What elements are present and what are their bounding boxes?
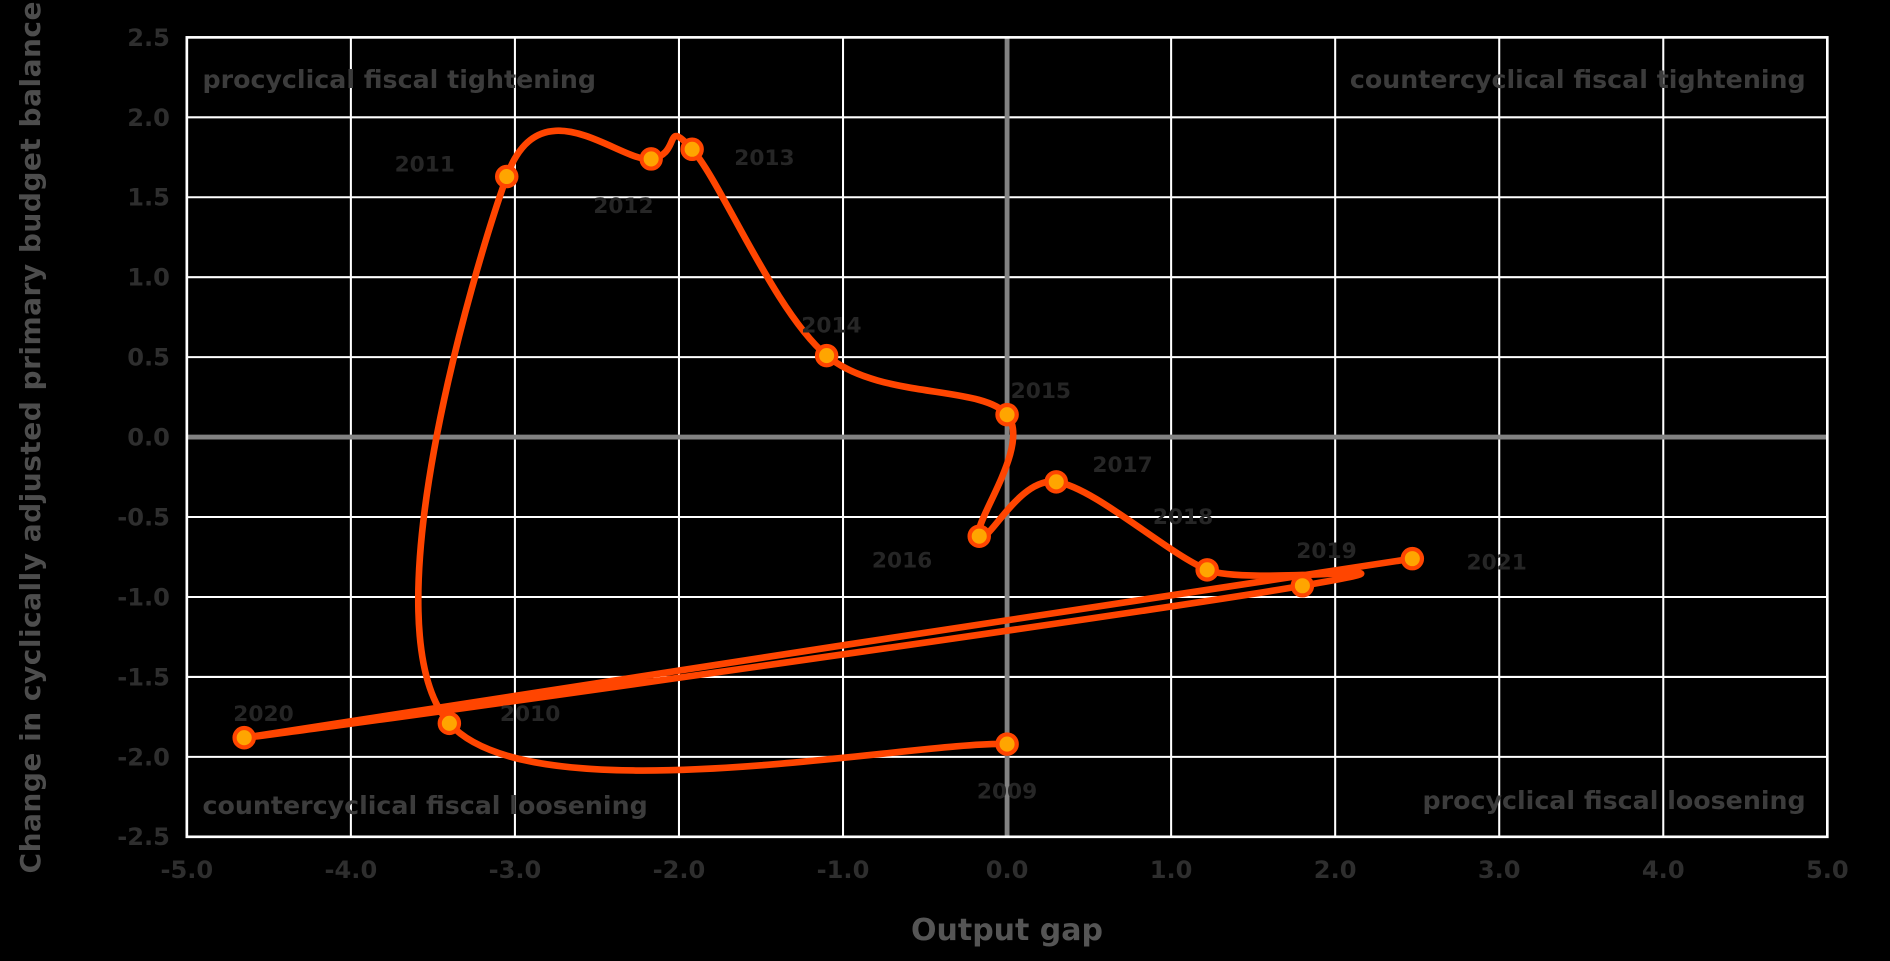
data-point-2016 bbox=[967, 524, 991, 548]
y-tick-label: 0.5 bbox=[127, 344, 170, 372]
data-point-2020 bbox=[232, 725, 256, 750]
x-tick-label: -2.0 bbox=[653, 856, 706, 884]
quadrant-label-top-right: countercyclical fiscal tightening bbox=[1350, 65, 1806, 94]
data-point-2014 bbox=[814, 343, 839, 368]
quadrant-label-bottom-left: countercyclical fiscal loosening bbox=[203, 791, 648, 820]
x-tick-label: 5.0 bbox=[1806, 856, 1849, 884]
y-tick-label: -1.5 bbox=[117, 663, 170, 691]
y-tick-label: -1.0 bbox=[117, 583, 170, 611]
data-point-2021 bbox=[1400, 546, 1425, 571]
x-tick-label: 2.0 bbox=[1314, 856, 1357, 884]
data-point-2015 bbox=[995, 402, 1019, 427]
data-point-2009 bbox=[995, 732, 1019, 756]
x-tick-label: -5.0 bbox=[160, 856, 213, 884]
quadrant-label-top-left: procyclical fiscal tightening bbox=[203, 65, 597, 94]
x-tick-label: 1.0 bbox=[1150, 856, 1193, 884]
x-tick-label: 3.0 bbox=[1478, 856, 1521, 884]
y-tick-label: -0.5 bbox=[117, 503, 170, 531]
plot-border bbox=[185, 36, 1829, 839]
year-label-2016: 2016 bbox=[872, 549, 932, 574]
y-tick-label: 1.0 bbox=[127, 264, 170, 292]
year-label-2009: 2009 bbox=[977, 779, 1037, 804]
year-label-2014: 2014 bbox=[801, 314, 861, 339]
x-tick-label: -3.0 bbox=[489, 856, 542, 884]
year-label-2012: 2012 bbox=[593, 194, 653, 219]
data-point-2011 bbox=[494, 164, 519, 189]
data-point-2017 bbox=[1044, 470, 1069, 494]
quadrant-label-bottom-right: procyclical fiscal loosening bbox=[1423, 786, 1806, 815]
year-label-2010: 2010 bbox=[500, 702, 560, 727]
year-label-2018: 2018 bbox=[1153, 505, 1213, 530]
y-tick-label: -2.0 bbox=[117, 743, 170, 771]
year-label-2021: 2021 bbox=[1467, 550, 1527, 575]
year-label-2017: 2017 bbox=[1092, 453, 1152, 478]
y-tick-label: 0.0 bbox=[127, 424, 170, 452]
data-point-2018 bbox=[1195, 558, 1219, 582]
y-tick-label: 1.5 bbox=[127, 184, 170, 212]
data-point-2012 bbox=[639, 147, 663, 171]
x-tick-label: 4.0 bbox=[1642, 856, 1685, 884]
year-label-2015: 2015 bbox=[1011, 379, 1071, 404]
year-label-2020: 2020 bbox=[233, 702, 293, 727]
year-label-2013: 2013 bbox=[734, 146, 794, 171]
data-point-2013 bbox=[680, 137, 704, 162]
year-label-2019: 2019 bbox=[1296, 539, 1356, 564]
x-tick-label: 0.0 bbox=[986, 856, 1029, 884]
y-tick-label: 2.5 bbox=[127, 24, 170, 52]
data-point-2010 bbox=[437, 711, 462, 736]
x-tick-label: -1.0 bbox=[817, 856, 870, 884]
data-point-2019 bbox=[1290, 574, 1315, 598]
series-path bbox=[240, 127, 1416, 774]
y-tick-label: 2.0 bbox=[127, 104, 170, 132]
y-tick-label: -2.5 bbox=[117, 823, 170, 851]
x-tick-label: -4.0 bbox=[325, 856, 378, 884]
year-label-2011: 2011 bbox=[395, 153, 455, 178]
